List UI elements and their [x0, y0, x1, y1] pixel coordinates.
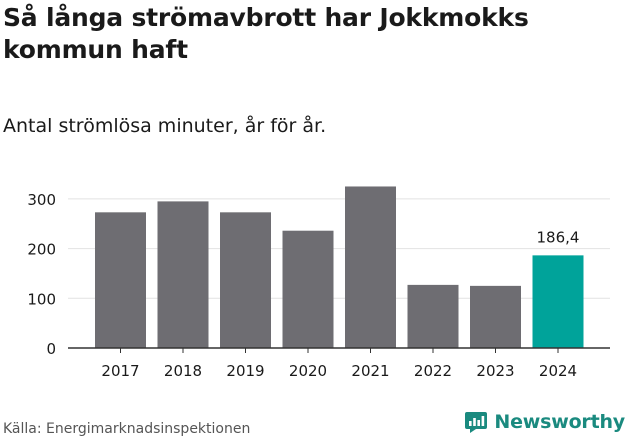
bar-2022	[407, 284, 459, 348]
brand-logo: Newsworthy	[464, 410, 625, 434]
x-tick-label: 2020	[289, 362, 327, 380]
x-tick-label: 2021	[351, 362, 389, 380]
data-label-2024: 186,4	[537, 228, 580, 246]
x-tick-label: 2023	[476, 362, 514, 380]
labels: 0 100 200 300 2017 2018 2019 2020 2021 2022 2023 20…	[27, 191, 579, 380]
gridlines	[68, 198, 610, 299]
brand-name: Newsworthy	[494, 411, 625, 433]
bar-2018	[157, 201, 209, 348]
x-tick-label: 2019	[226, 362, 264, 380]
chart-subtitle: Antal strömlösa minuter, år för år.	[3, 115, 327, 137]
bar-2021	[345, 186, 396, 348]
bar-2017	[95, 212, 146, 348]
chart-title: Så långa strömavbrott har Jokkmokks komm…	[3, 3, 529, 64]
bar-2019	[220, 212, 271, 348]
bars	[95, 186, 584, 348]
y-tick-label: 300	[27, 191, 56, 209]
bar-2020	[282, 230, 334, 348]
x-tick-label: 2018	[164, 362, 202, 380]
x-tick-label: 2017	[101, 362, 139, 380]
y-tick-label: 0	[46, 340, 56, 358]
newsworthy-logo-icon	[465, 412, 488, 433]
x-tick-label: 2022	[414, 362, 452, 380]
bar-2024	[532, 255, 584, 348]
axes	[68, 347, 610, 353]
y-tick-label: 200	[27, 241, 56, 259]
source-note: Källa: Energimarknadsinspektionen	[3, 421, 251, 437]
x-tick-label: 2024	[539, 362, 577, 380]
y-tick-label: 100	[27, 290, 56, 308]
bar-2023	[470, 285, 521, 348]
